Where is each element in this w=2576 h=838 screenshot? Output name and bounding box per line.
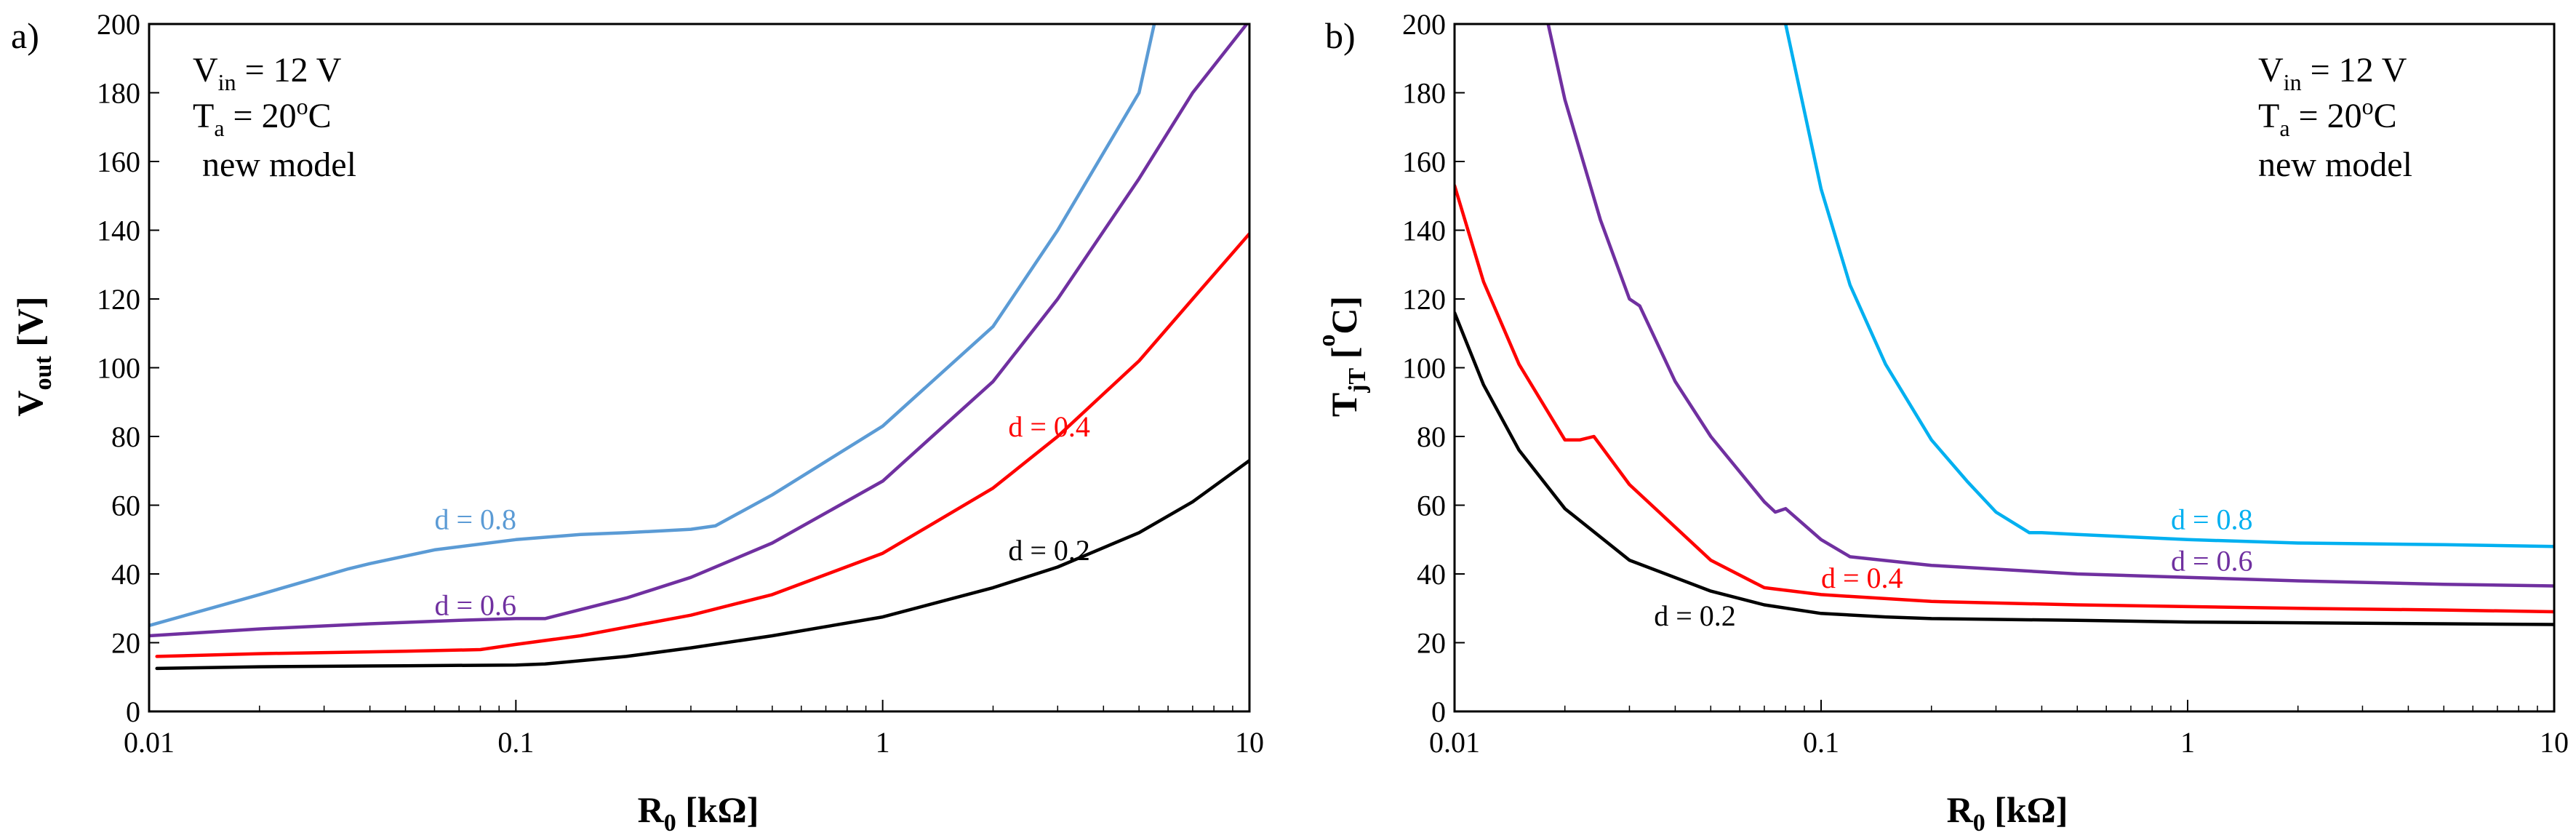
y-tick-label: 180 [1402, 77, 1446, 110]
y-tick-label: 180 [97, 77, 140, 110]
x-tick-label: 0.1 [497, 726, 534, 759]
y-tick-label: 160 [97, 145, 140, 178]
y-tick-label: 100 [1402, 352, 1446, 385]
y-tick-label: 100 [97, 352, 140, 385]
y-tick-label: 40 [111, 558, 140, 591]
conditions-annotation: Vin = 12 V Ta = 20oC new model [2258, 51, 2412, 184]
panel-a: a) 0 20 40 60 80 100 120 140 160 180 200 0.01 0.1 1 10… [9, 8, 1264, 837]
series-line-04 [1455, 183, 2554, 614]
y-tick-label: 0 [1431, 695, 1446, 728]
y-axis-title: TjT [oC] [1313, 296, 1371, 417]
series-line-06 [149, 24, 1249, 638]
conditions-annotation: Vin = 12 V Ta = 20oC new model [193, 51, 356, 184]
y-axis-title: Vout [V] [9, 296, 57, 416]
y-tick-label: 200 [97, 8, 140, 41]
y-tick-label: 20 [1417, 627, 1446, 660]
y-tick-label: 200 [1402, 8, 1446, 41]
curve-label: d = 0.8 [434, 503, 516, 536]
curve-label: d = 0.2 [1008, 534, 1090, 567]
x-axis-title: R0 [kΩ] [1947, 789, 2068, 837]
series-line-02 [1455, 311, 2554, 626]
plot-frame [148, 23, 1251, 713]
series-line-06 [1546, 24, 2554, 588]
y-tick-label: 20 [111, 627, 140, 660]
y-tick-label: 140 [97, 215, 140, 247]
vin-annotation: Vin = 12 V [2258, 51, 2407, 95]
model-annotation: new model [202, 145, 356, 184]
curve-label: d = 0.2 [1654, 599, 1736, 632]
x-axis-title: R0 [kΩ] [638, 789, 759, 837]
x-tick-label: 10 [1235, 726, 1264, 759]
y-tick-label: 80 [1417, 420, 1446, 453]
model-annotation: new model [2258, 145, 2412, 184]
x-tick-label: 1 [2180, 726, 2195, 759]
curve-label: d = 0.6 [2171, 544, 2253, 577]
axis-ticks: 0 20 40 60 80 100 120 140 160 180 200 0.01 0.1 1 10 [97, 8, 1264, 759]
curve-label: d = 0.6 [434, 589, 516, 622]
panel-label: a) [11, 15, 39, 56]
y-tick-label: 40 [1417, 558, 1446, 591]
x-tick-label: 0.01 [124, 726, 175, 759]
y-tick-label: 120 [97, 283, 140, 316]
y-tick-label: 0 [126, 695, 140, 728]
y-tick-label: 160 [1402, 145, 1446, 178]
x-tick-label: 0.1 [1803, 726, 1839, 759]
series-line-02 [155, 458, 1249, 671]
curve-label: d = 0.8 [2171, 503, 2253, 536]
y-tick-label: 80 [111, 420, 140, 453]
panel-b: b) 0 20 40 60 80 100 120 140 160 180 200 0.01 0.1 1 10… [1313, 8, 2569, 837]
series-line-04 [155, 231, 1249, 658]
ta-annotation: Ta = 20oC [193, 93, 332, 141]
y-tick-label: 60 [111, 490, 140, 522]
curve-label: d = 0.4 [1008, 410, 1090, 443]
x-tick-label: 1 [876, 726, 890, 759]
x-tick-label: 10 [2540, 726, 2569, 759]
plot-frame [1453, 23, 2556, 713]
series-line-08 [149, 24, 1156, 628]
y-tick-label: 120 [1402, 283, 1446, 316]
vin-annotation: Vin = 12 V [193, 51, 342, 95]
panel-label: b) [1325, 15, 1356, 56]
axis-ticks: 0 20 40 60 80 100 120 140 160 180 200 0.01 0.1 1 10 [1402, 8, 2569, 759]
y-tick-label: 60 [1417, 490, 1446, 522]
curve-labels: d = 0.8 d = 0.6 d = 0.4 d = 0.2 [434, 410, 1089, 622]
curve-labels: d = 0.8 d = 0.6 d = 0.4 d = 0.2 [1654, 503, 2252, 632]
series-line-08 [1783, 24, 2554, 548]
series-layer [1455, 24, 2554, 626]
y-tick-label: 140 [1402, 215, 1446, 247]
series-layer [149, 24, 1249, 671]
x-tick-label: 0.01 [1429, 726, 1480, 759]
ta-annotation: Ta = 20oC [2258, 93, 2397, 141]
curve-label: d = 0.4 [1821, 562, 1903, 594]
